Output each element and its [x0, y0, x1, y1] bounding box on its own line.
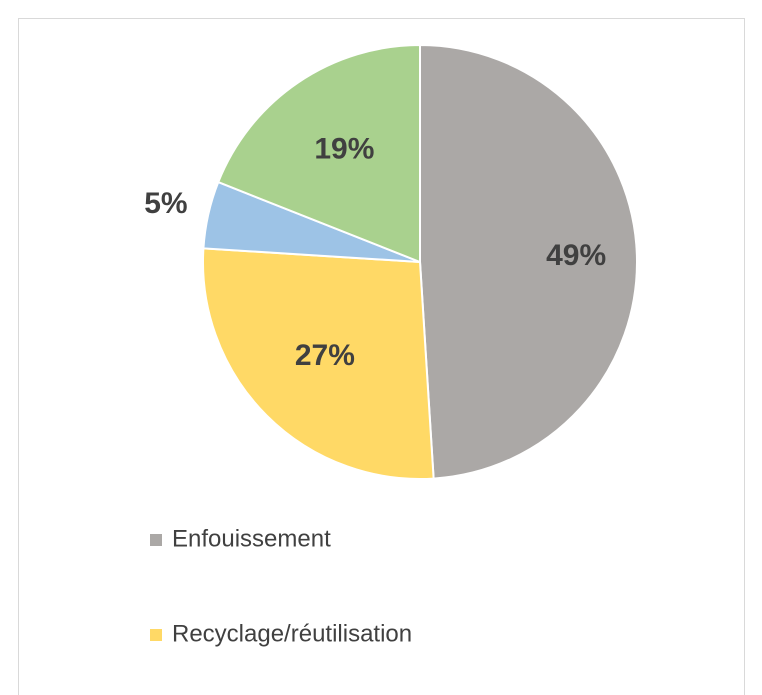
legend-label: Enfouissement — [172, 525, 331, 552]
pie-slice — [202, 247, 435, 480]
legend-marker — [150, 629, 162, 641]
data-label: 49% — [546, 239, 606, 272]
pie-slice — [216, 43, 421, 264]
legend-marker — [150, 534, 162, 546]
data-label: 27% — [295, 339, 355, 372]
legend-label: Recyclage/réutilisation — [172, 620, 412, 647]
pie-slice — [419, 43, 639, 480]
data-label: 5% — [144, 187, 187, 220]
chart-frame — [18, 18, 745, 695]
data-label: 19% — [314, 133, 374, 166]
